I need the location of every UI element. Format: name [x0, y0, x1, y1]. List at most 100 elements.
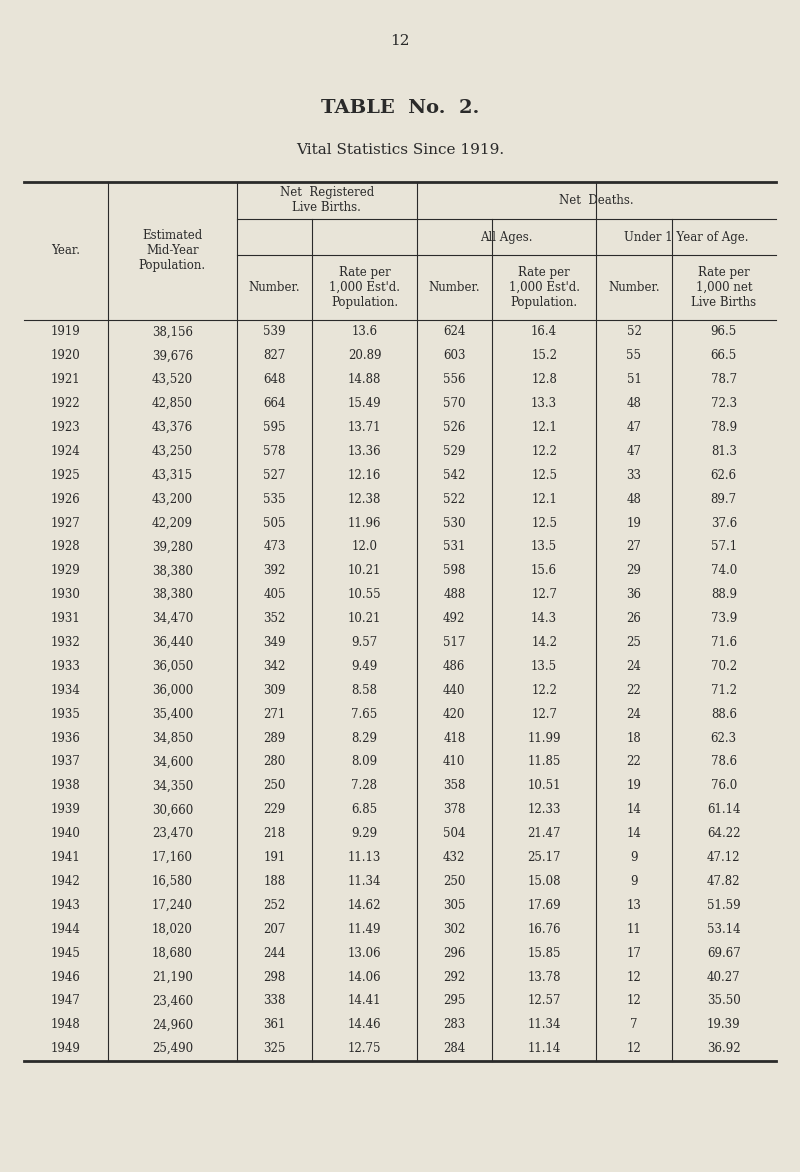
Text: 13.36: 13.36	[348, 445, 382, 458]
Text: 539: 539	[263, 326, 286, 339]
Text: 19: 19	[626, 517, 642, 530]
Text: 12.2: 12.2	[531, 445, 557, 458]
Text: 11.85: 11.85	[527, 756, 561, 769]
Text: 18,680: 18,680	[152, 947, 193, 960]
Text: 473: 473	[263, 540, 286, 553]
Text: 440: 440	[443, 683, 466, 697]
Text: 48: 48	[626, 492, 642, 505]
Text: 18,020: 18,020	[152, 922, 193, 935]
Text: 12.5: 12.5	[531, 517, 557, 530]
Text: 43,520: 43,520	[152, 373, 193, 387]
Text: 36,050: 36,050	[152, 660, 193, 673]
Text: 1938: 1938	[51, 779, 81, 792]
Text: 1939: 1939	[51, 803, 81, 816]
Text: 1941: 1941	[51, 851, 81, 864]
Text: 296: 296	[443, 947, 466, 960]
Text: 36,440: 36,440	[152, 636, 193, 649]
Text: 1933: 1933	[51, 660, 81, 673]
Text: 188: 188	[264, 875, 286, 888]
Text: 252: 252	[263, 899, 286, 912]
Text: 1932: 1932	[51, 636, 81, 649]
Text: 12.1: 12.1	[531, 492, 557, 505]
Text: 12.38: 12.38	[348, 492, 381, 505]
Text: 522: 522	[443, 492, 466, 505]
Text: 305: 305	[443, 899, 466, 912]
Text: 11.99: 11.99	[527, 731, 561, 744]
Text: 9.57: 9.57	[351, 636, 378, 649]
Text: 250: 250	[443, 875, 466, 888]
Text: 18: 18	[626, 731, 642, 744]
Text: 66.5: 66.5	[710, 349, 737, 362]
Text: 12: 12	[390, 34, 410, 48]
Text: 14.62: 14.62	[348, 899, 382, 912]
Text: 43,250: 43,250	[152, 445, 193, 458]
Text: 24: 24	[626, 708, 642, 721]
Text: 33: 33	[626, 469, 642, 482]
Text: 244: 244	[263, 947, 286, 960]
Text: 1920: 1920	[51, 349, 81, 362]
Text: 218: 218	[264, 827, 286, 840]
Text: 292: 292	[443, 970, 466, 983]
Text: 64.22: 64.22	[707, 827, 741, 840]
Text: 15.49: 15.49	[348, 397, 382, 410]
Text: 19: 19	[626, 779, 642, 792]
Text: 43,200: 43,200	[152, 492, 193, 505]
Text: Net  Deaths.: Net Deaths.	[559, 193, 634, 207]
Text: 1929: 1929	[51, 565, 81, 578]
Text: Vital Statistics Since 1919.: Vital Statistics Since 1919.	[296, 143, 504, 157]
Text: 12.7: 12.7	[531, 708, 557, 721]
Text: 664: 664	[263, 397, 286, 410]
Text: 531: 531	[443, 540, 466, 553]
Text: 1946: 1946	[51, 970, 81, 983]
Text: 325: 325	[263, 1042, 286, 1055]
Text: Rate per
1,000 Est'd.
Population.: Rate per 1,000 Est'd. Population.	[509, 266, 580, 309]
Text: 22: 22	[626, 683, 642, 697]
Text: 11: 11	[626, 922, 642, 935]
Text: 309: 309	[263, 683, 286, 697]
Text: 1937: 1937	[51, 756, 81, 769]
Text: 420: 420	[443, 708, 466, 721]
Text: 529: 529	[443, 445, 466, 458]
Text: 486: 486	[443, 660, 466, 673]
Text: 530: 530	[443, 517, 466, 530]
Text: 12.1: 12.1	[531, 421, 557, 434]
Text: 14.41: 14.41	[348, 994, 382, 1008]
Text: 14.06: 14.06	[348, 970, 382, 983]
Text: Year.: Year.	[51, 244, 80, 258]
Text: 40.27: 40.27	[707, 970, 741, 983]
Text: 81.3: 81.3	[710, 445, 737, 458]
Text: 1922: 1922	[51, 397, 81, 410]
Text: 42,850: 42,850	[152, 397, 193, 410]
Text: 410: 410	[443, 756, 466, 769]
Text: 14.88: 14.88	[348, 373, 381, 387]
Text: 14.2: 14.2	[531, 636, 557, 649]
Text: 12: 12	[626, 1042, 642, 1055]
Text: 1934: 1934	[51, 683, 81, 697]
Text: 289: 289	[263, 731, 286, 744]
Text: 517: 517	[443, 636, 466, 649]
Text: 69.67: 69.67	[707, 947, 741, 960]
Text: 11.49: 11.49	[348, 922, 382, 935]
Text: 1926: 1926	[51, 492, 81, 505]
Text: 11.13: 11.13	[348, 851, 381, 864]
Text: 39,676: 39,676	[152, 349, 193, 362]
Text: 271: 271	[263, 708, 286, 721]
Text: 17,160: 17,160	[152, 851, 193, 864]
Text: 27: 27	[626, 540, 642, 553]
Text: 13.6: 13.6	[351, 326, 378, 339]
Text: 10.51: 10.51	[527, 779, 561, 792]
Text: 14.3: 14.3	[531, 612, 557, 625]
Text: 10.55: 10.55	[348, 588, 382, 601]
Text: 30,660: 30,660	[152, 803, 193, 816]
Text: 378: 378	[443, 803, 466, 816]
Text: 12.8: 12.8	[531, 373, 557, 387]
Text: 20.89: 20.89	[348, 349, 382, 362]
Text: 526: 526	[443, 421, 466, 434]
Text: 432: 432	[443, 851, 466, 864]
Text: 595: 595	[263, 421, 286, 434]
Text: 827: 827	[263, 349, 286, 362]
Text: 1923: 1923	[51, 421, 81, 434]
Text: 11.34: 11.34	[348, 875, 382, 888]
Text: 34,850: 34,850	[152, 731, 193, 744]
Text: 505: 505	[263, 517, 286, 530]
